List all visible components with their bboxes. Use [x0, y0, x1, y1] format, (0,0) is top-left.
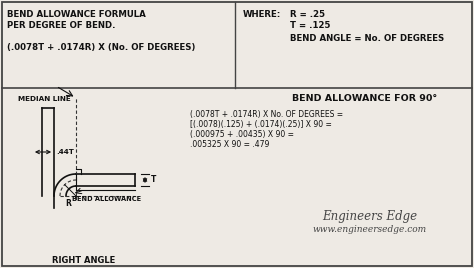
Text: PER DEGREE OF BEND.: PER DEGREE OF BEND.	[7, 21, 116, 30]
Text: BEND ALLOWANCE FOR 90°: BEND ALLOWANCE FOR 90°	[292, 94, 437, 103]
Text: T: T	[151, 176, 156, 184]
Text: (.0078T + .0174R) X (No. OF DEGREES): (.0078T + .0174R) X (No. OF DEGREES)	[7, 43, 195, 52]
Text: [(.0078)(.125) + (.0174)(.25)] X 90 =: [(.0078)(.125) + (.0174)(.25)] X 90 =	[190, 120, 332, 129]
Text: MEDIAN LINE: MEDIAN LINE	[18, 96, 71, 102]
Text: www.engineersedge.com: www.engineersedge.com	[313, 225, 427, 234]
Text: BEND ALLOWANCE: BEND ALLOWANCE	[72, 196, 141, 202]
Text: RIGHT ANGLE: RIGHT ANGLE	[52, 256, 115, 265]
Text: T = .125: T = .125	[290, 21, 330, 30]
Text: R: R	[65, 199, 71, 209]
Text: .44T: .44T	[56, 149, 74, 155]
Text: .005325 X 90 = .479: .005325 X 90 = .479	[190, 140, 269, 149]
Text: BEND ALLOWANCE FORMULA: BEND ALLOWANCE FORMULA	[7, 10, 146, 19]
Text: WHERE:: WHERE:	[243, 10, 281, 19]
Text: (.000975 + .00435) X 90 =: (.000975 + .00435) X 90 =	[190, 130, 294, 139]
Text: Engineers Edge: Engineers Edge	[322, 210, 418, 223]
Text: BEND ANGLE = No. OF DEGREES: BEND ANGLE = No. OF DEGREES	[290, 34, 444, 43]
Text: (.0078T + .0174R) X No. OF DEGREES =: (.0078T + .0174R) X No. OF DEGREES =	[190, 110, 343, 119]
Text: R = .25: R = .25	[290, 10, 325, 19]
